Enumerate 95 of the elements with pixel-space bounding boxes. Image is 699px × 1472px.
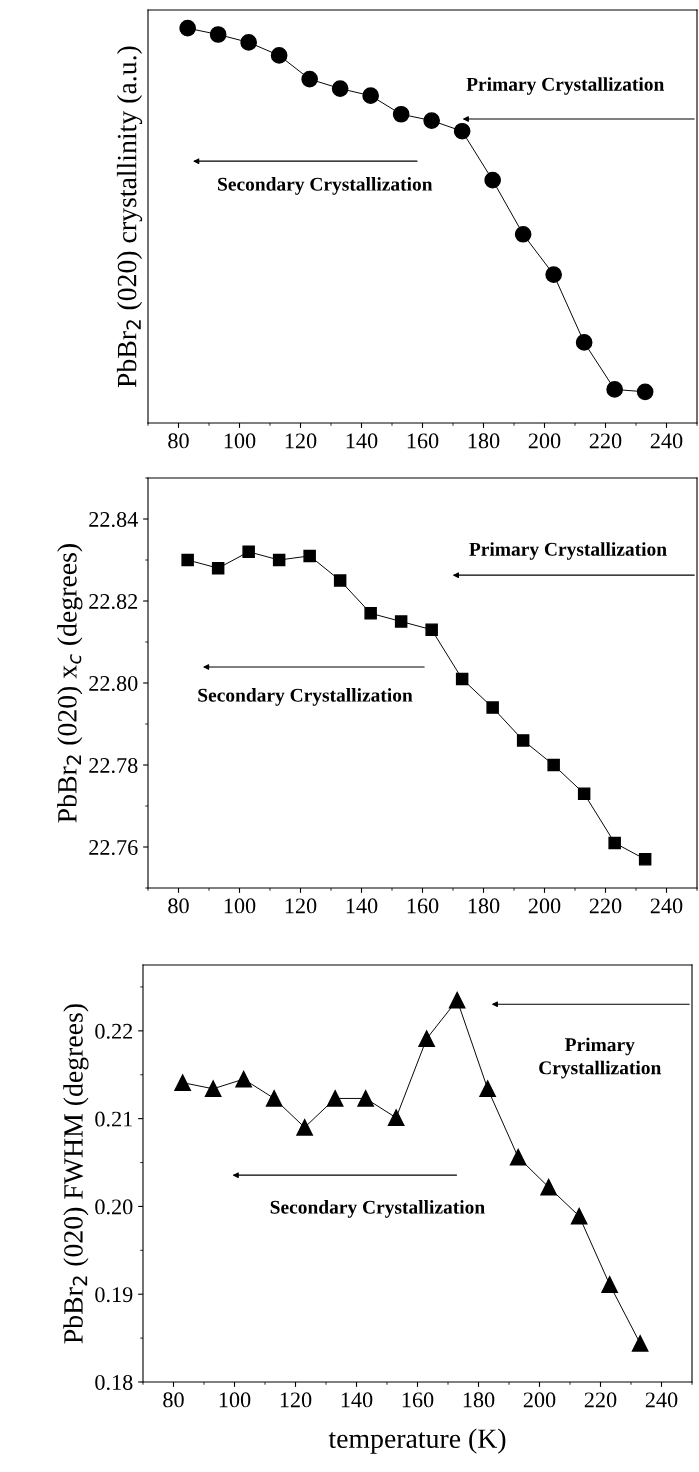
point xyxy=(484,171,501,189)
point xyxy=(425,623,438,636)
point xyxy=(606,381,623,398)
point xyxy=(265,1090,283,1107)
point xyxy=(235,1070,252,1088)
y-tick-label: 0.22 xyxy=(95,1023,133,1039)
x-tick-label: 180 xyxy=(468,433,500,449)
x-tick-label: 100 xyxy=(219,1392,251,1408)
x-tick-label: 140 xyxy=(346,433,378,449)
y-tick-label: 0.19 xyxy=(95,1287,133,1303)
point xyxy=(242,545,255,559)
point xyxy=(270,47,288,64)
point xyxy=(638,853,652,866)
x-axis-title: temperature (K) xyxy=(328,1428,506,1454)
point xyxy=(545,266,562,283)
annotation: Primary Crystallization xyxy=(469,542,667,560)
point xyxy=(636,383,654,401)
y-tick-label: 22.84 xyxy=(89,511,138,528)
annotation: Secondary Crystallization xyxy=(270,1200,485,1218)
x-tick-label: 120 xyxy=(280,1392,312,1408)
point xyxy=(303,549,316,563)
point xyxy=(479,1080,496,1098)
x-tick-label: 80 xyxy=(168,898,189,914)
point xyxy=(486,701,499,714)
y-axis-title: PbBr$_{2}$ (020) FWHM (degrees) xyxy=(63,1004,89,1344)
x-tick-label: 220 xyxy=(584,1392,617,1408)
point xyxy=(509,1148,527,1166)
point xyxy=(326,1090,344,1107)
x-tick-label: 160 xyxy=(407,898,439,914)
point xyxy=(357,1090,374,1107)
x-tick-label: 140 xyxy=(346,898,378,914)
point xyxy=(514,225,532,243)
x-tick-label: 120 xyxy=(285,898,317,914)
point xyxy=(272,553,286,567)
point xyxy=(301,70,318,88)
y-tick-label: 0.18 xyxy=(95,1374,133,1391)
x-tick-label: 180 xyxy=(468,898,500,914)
point xyxy=(204,1080,222,1098)
point xyxy=(631,1335,649,1352)
point xyxy=(392,105,410,123)
point xyxy=(547,758,560,772)
point xyxy=(181,553,194,567)
annotation: Primary Crystallization xyxy=(539,1037,662,1079)
y-axis-title: PbBr$_{2}$ (020) x$_{c}$ (degrees) xyxy=(57,544,83,823)
y-axis-title: PbBr$_{2}$ (020) crystallinity (a.u.) xyxy=(116,46,143,388)
point xyxy=(331,80,349,97)
x-tick-label: 240 xyxy=(650,898,683,914)
point xyxy=(394,615,408,628)
y-tick-label: 0.20 xyxy=(95,1199,133,1215)
point xyxy=(601,1276,618,1293)
point xyxy=(179,19,196,37)
point xyxy=(577,787,591,800)
x-tick-label: 200 xyxy=(523,1392,556,1408)
x-tick-label: 220 xyxy=(589,898,622,914)
point xyxy=(570,1207,588,1225)
point xyxy=(364,607,377,620)
point xyxy=(333,574,347,587)
y-tick-label: 22.78 xyxy=(89,757,138,774)
x-tick-label: 160 xyxy=(407,433,439,449)
point xyxy=(516,734,530,747)
annotation: Secondary Crystallization xyxy=(218,177,433,195)
x-tick-label: 80 xyxy=(163,1392,184,1408)
point xyxy=(211,561,225,575)
annotation: Secondary Crystallization xyxy=(198,688,413,706)
point xyxy=(455,672,469,686)
y-tick-label: 22.80 xyxy=(89,675,138,692)
point xyxy=(540,1178,557,1196)
y-tick-label: 22.76 xyxy=(89,839,138,856)
point xyxy=(296,1119,313,1136)
x-tick-label: 200 xyxy=(528,433,561,449)
y-tick-label: 22.82 xyxy=(89,593,138,610)
point xyxy=(448,991,466,1009)
x-tick-label: 180 xyxy=(463,1392,495,1408)
point xyxy=(575,334,593,351)
point xyxy=(387,1109,405,1127)
annotation: Primary Crystallization xyxy=(466,77,665,95)
x-tick-label: 240 xyxy=(645,1392,678,1408)
point xyxy=(209,26,227,43)
point xyxy=(423,112,440,129)
x-tick-label: 100 xyxy=(224,898,256,914)
point xyxy=(453,122,471,140)
x-tick-label: 220 xyxy=(589,433,622,449)
point xyxy=(240,34,257,51)
x-tick-label: 120 xyxy=(285,433,317,449)
x-tick-label: 100 xyxy=(224,433,256,449)
x-tick-label: 80 xyxy=(168,433,189,449)
point xyxy=(608,836,621,850)
x-tick-label: 160 xyxy=(402,1392,434,1408)
y-tick-label: 0.21 xyxy=(95,1111,132,1127)
point xyxy=(174,1074,191,1091)
point xyxy=(418,1030,435,1048)
x-tick-label: 240 xyxy=(650,433,683,449)
point xyxy=(362,87,379,105)
x-tick-label: 200 xyxy=(528,898,561,914)
x-tick-label: 140 xyxy=(341,1392,373,1408)
